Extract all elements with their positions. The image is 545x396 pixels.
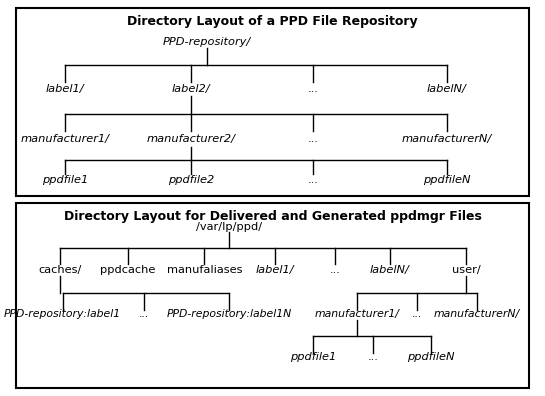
Text: ...: ... <box>330 265 341 275</box>
Text: /var/lp/ppd/: /var/lp/ppd/ <box>196 221 262 232</box>
Text: ...: ... <box>308 134 319 145</box>
Text: PPD-repository/: PPD-repository/ <box>163 36 251 47</box>
Text: ppdfileN: ppdfileN <box>423 175 471 185</box>
Text: caches/: caches/ <box>38 265 82 275</box>
Text: manufaliases: manufaliases <box>167 265 242 275</box>
Text: Directory Layout of a PPD File Repository: Directory Layout of a PPD File Repositor… <box>127 15 418 28</box>
Text: ...: ... <box>308 84 319 94</box>
Text: label1/: label1/ <box>256 265 294 275</box>
Text: ppdfile1: ppdfile1 <box>43 175 88 185</box>
Text: labelN/: labelN/ <box>370 265 410 275</box>
Text: ppdcache: ppdcache <box>100 265 156 275</box>
Text: manufacturer1/: manufacturer1/ <box>21 134 110 145</box>
Text: manufacturer1/: manufacturer1/ <box>314 308 399 319</box>
Text: manufacturer2/: manufacturer2/ <box>146 134 235 145</box>
FancyBboxPatch shape <box>16 8 529 196</box>
Text: ppdfile1: ppdfile1 <box>290 352 336 362</box>
Text: manufacturerN/: manufacturerN/ <box>434 308 520 319</box>
Text: Directory Layout for Delivered and Generated ppdmgr Files: Directory Layout for Delivered and Gener… <box>64 210 481 223</box>
Text: ppdfile2: ppdfile2 <box>168 175 214 185</box>
Text: ...: ... <box>412 308 422 319</box>
Text: labelN/: labelN/ <box>427 84 467 94</box>
Text: ...: ... <box>308 175 319 185</box>
Text: PPD-repository:label1: PPD-repository:label1 <box>4 308 121 319</box>
FancyBboxPatch shape <box>16 203 529 388</box>
Text: PPD-repository:label1N: PPD-repository:label1N <box>166 308 292 319</box>
Text: ppdfileN: ppdfileN <box>407 352 455 362</box>
Text: ...: ... <box>140 308 149 319</box>
Text: user/: user/ <box>452 265 480 275</box>
Text: manufacturerN/: manufacturerN/ <box>402 134 492 145</box>
Text: ...: ... <box>368 352 379 362</box>
Text: label2/: label2/ <box>172 84 210 94</box>
Text: label1/: label1/ <box>46 84 84 94</box>
